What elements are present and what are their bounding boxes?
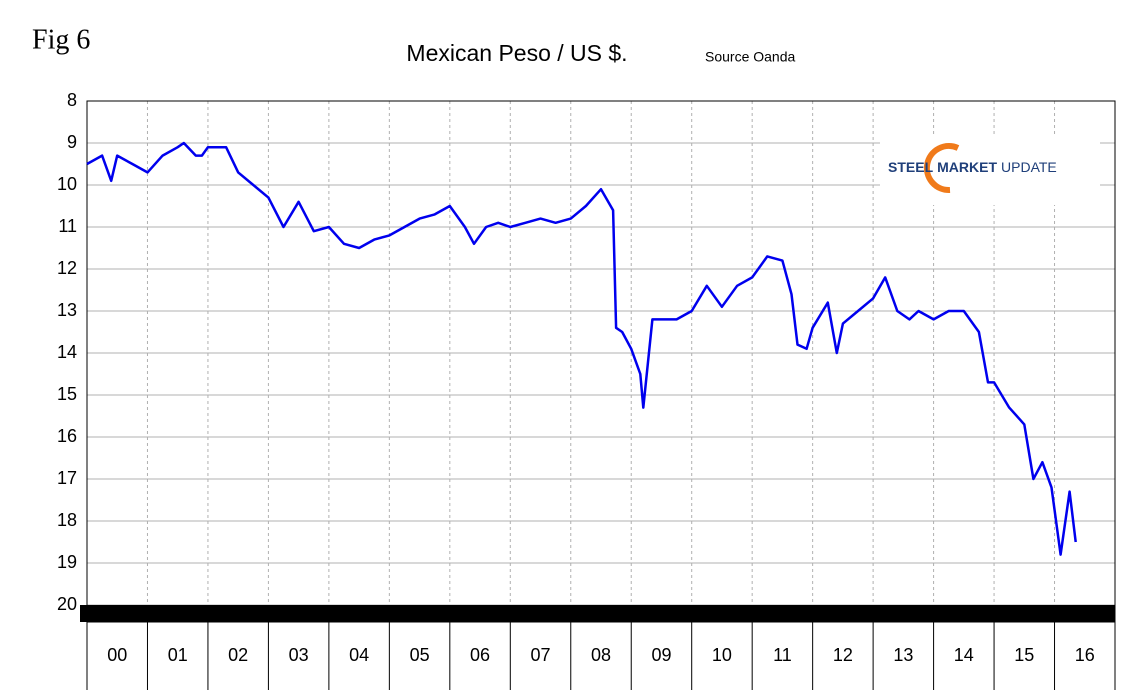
- logo-text: STEEL MARKET UPDATE: [888, 159, 1057, 175]
- logo-part: STEEL: [888, 159, 934, 175]
- logo: STEEL MARKET UPDATE: [880, 135, 1100, 205]
- x-tick-label: 00: [107, 645, 127, 665]
- y-tick-label: 15: [57, 384, 77, 404]
- logo-swoosh: [923, 143, 960, 194]
- figure-label: Fig 6: [32, 24, 90, 55]
- y-tick-label: 17: [57, 468, 77, 488]
- x-tick-label: 13: [893, 645, 913, 665]
- y-tick-label: 18: [57, 510, 77, 530]
- x-tick-label: 15: [1014, 645, 1034, 665]
- x-tick-label: 04: [349, 645, 369, 665]
- data-line: [86, 141, 1077, 556]
- x-tick-label: 01: [168, 645, 188, 665]
- logo-part: UPDATE: [1001, 159, 1057, 175]
- logo-part: MARKET: [937, 159, 997, 175]
- x-tick-label: 07: [531, 645, 551, 665]
- x-tick-label: 06: [470, 645, 490, 665]
- y-tick-label: 16: [57, 426, 77, 446]
- chart-title: Mexican Peso / US $.: [406, 40, 627, 66]
- x-tick-label: 16: [1075, 645, 1095, 665]
- y-tick-label: 13: [57, 300, 77, 320]
- x-tick-label: 05: [410, 645, 430, 665]
- x-tick-label: 08: [591, 645, 611, 665]
- source-note: Source Oanda: [705, 49, 795, 65]
- x-tick-label: 03: [289, 645, 309, 665]
- x-tick-label: 11: [773, 645, 792, 665]
- y-tick-label: 9: [67, 132, 77, 152]
- x-tick-label: 02: [228, 645, 248, 665]
- y-tick-label: 8: [67, 90, 77, 110]
- y-tick-label: 14: [57, 342, 77, 362]
- y-tick-label: 19: [57, 552, 77, 572]
- x-tick-label: 12: [833, 645, 853, 665]
- y-tick-label: 20: [57, 594, 77, 614]
- axis-bar: [80, 605, 1115, 622]
- x-tick-label: 14: [954, 645, 974, 665]
- x-tick-label: 09: [651, 645, 671, 665]
- y-tick-label: 11: [58, 216, 77, 236]
- x-tick-label: 10: [712, 645, 732, 665]
- logo-bg: [880, 135, 1100, 205]
- y-tick-label: 10: [57, 174, 77, 194]
- y-tick-label: 12: [57, 258, 77, 278]
